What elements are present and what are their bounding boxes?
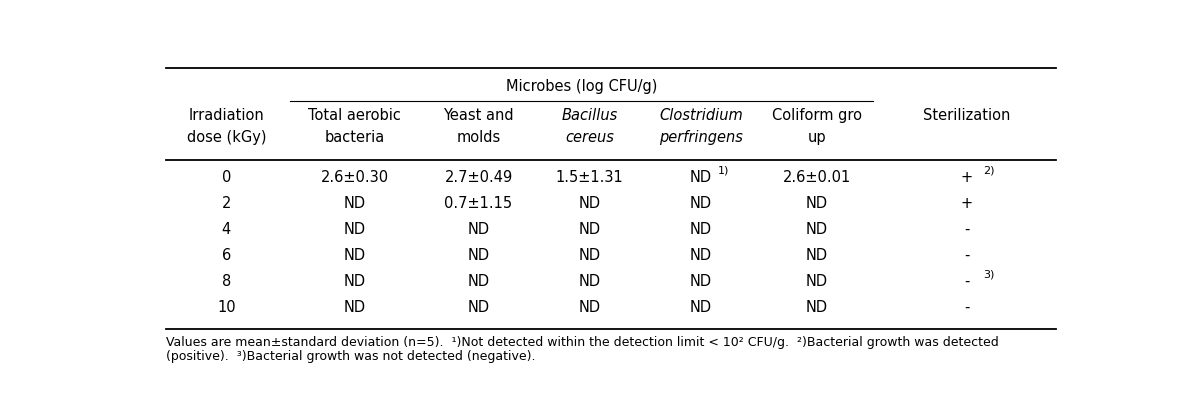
Text: ND: ND (343, 222, 366, 237)
Text: ND: ND (343, 300, 366, 315)
Text: ND: ND (468, 274, 489, 289)
Text: dose (kGy): dose (kGy) (187, 130, 267, 145)
Text: -: - (964, 300, 969, 315)
Text: cereus: cereus (566, 130, 615, 145)
Text: 6: 6 (221, 248, 231, 263)
Text: 2): 2) (983, 166, 995, 175)
Text: ND: ND (806, 274, 828, 289)
Text: ND: ND (690, 196, 712, 211)
Text: Microbes (log CFU/g): Microbes (log CFU/g) (506, 79, 658, 94)
Text: ND: ND (690, 222, 712, 237)
Text: ND: ND (468, 300, 489, 315)
Text: ND: ND (806, 222, 828, 237)
Text: Coliform gro: Coliform gro (771, 108, 862, 123)
Text: 8: 8 (221, 274, 231, 289)
Text: ND: ND (343, 196, 366, 211)
Text: -: - (964, 222, 969, 237)
Text: Bacillus: Bacillus (562, 108, 618, 123)
Text: Sterilization: Sterilization (923, 108, 1011, 123)
Text: ND: ND (468, 222, 489, 237)
Text: perfringens: perfringens (659, 130, 743, 145)
Text: 1): 1) (718, 166, 730, 175)
Text: ND: ND (806, 196, 828, 211)
Text: Irradiation: Irradiation (189, 108, 264, 123)
Text: +: + (960, 196, 972, 211)
Text: ND: ND (806, 248, 828, 263)
Text: 0: 0 (221, 170, 231, 185)
Text: 2.6±0.30: 2.6±0.30 (321, 170, 389, 185)
Text: 2.6±0.01: 2.6±0.01 (782, 170, 852, 185)
Text: ND: ND (690, 300, 712, 315)
Text: ND: ND (343, 248, 366, 263)
Text: Yeast and: Yeast and (444, 108, 514, 123)
Text: 2: 2 (221, 196, 231, 211)
Text: Total aerobic: Total aerobic (309, 108, 401, 123)
Text: ND: ND (468, 248, 489, 263)
Text: 1.5±1.31: 1.5±1.31 (556, 170, 623, 185)
Text: Values are mean±standard deviation (n=5).  ¹)Not detected within the detection l: Values are mean±standard deviation (n=5)… (166, 335, 999, 349)
Text: ND: ND (690, 248, 712, 263)
Text: 0.7±1.15: 0.7±1.15 (445, 196, 513, 211)
Text: 10: 10 (218, 300, 236, 315)
Text: bacteria: bacteria (324, 130, 385, 145)
Text: +: + (960, 170, 972, 185)
Text: ND: ND (579, 274, 600, 289)
Text: ND: ND (579, 222, 600, 237)
Text: up: up (807, 130, 826, 145)
Text: 4: 4 (221, 222, 231, 237)
Text: ND: ND (806, 300, 828, 315)
Text: ND: ND (690, 274, 712, 289)
Text: ND: ND (690, 170, 712, 185)
Text: 2.7±0.49: 2.7±0.49 (445, 170, 513, 185)
Text: ND: ND (579, 196, 600, 211)
Text: ND: ND (343, 274, 366, 289)
Text: -: - (964, 274, 969, 289)
Text: 3): 3) (983, 269, 995, 279)
Text: Clostridium: Clostridium (659, 108, 743, 123)
Text: ND: ND (579, 248, 600, 263)
Text: ND: ND (579, 300, 600, 315)
Text: (positive).  ³)Bacterial growth was not detected (negative).: (positive). ³)Bacterial growth was not d… (166, 351, 536, 363)
Text: molds: molds (457, 130, 501, 145)
Text: -: - (964, 248, 969, 263)
